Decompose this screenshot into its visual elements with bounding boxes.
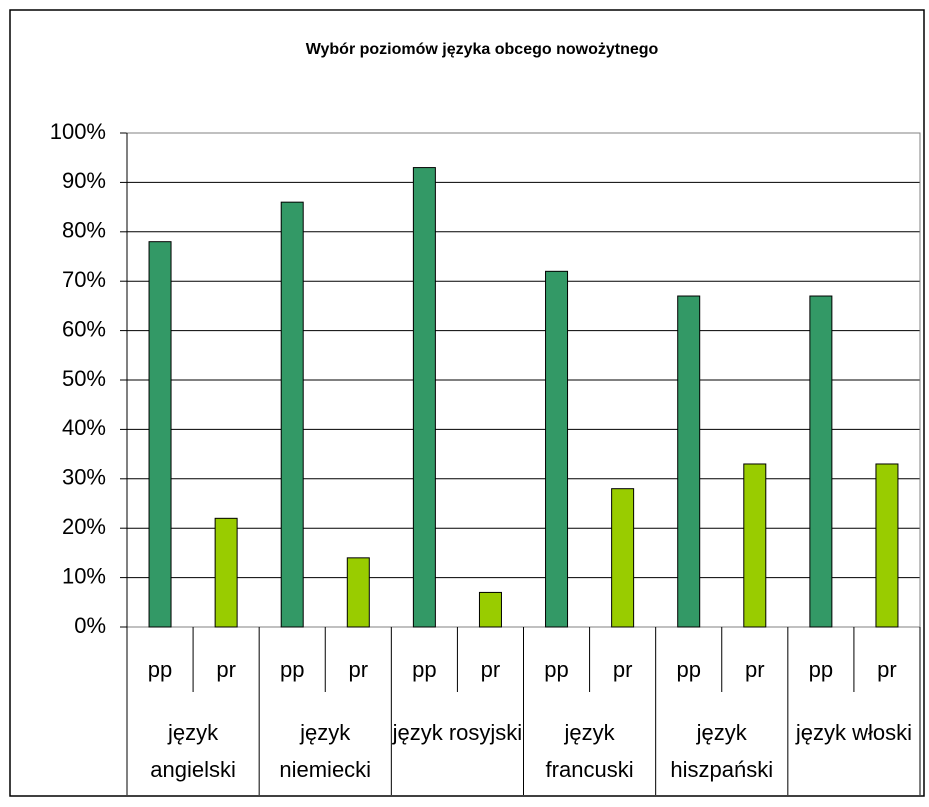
bar <box>412 167 436 628</box>
bar <box>611 488 635 628</box>
x-tick-label: pr <box>349 657 369 682</box>
bar <box>280 201 304 628</box>
x-tick-label: pp <box>412 657 436 682</box>
y-tick-label: 50% <box>62 366 106 391</box>
x-tick-label: pr <box>613 657 633 682</box>
y-tick-label: 70% <box>62 267 106 292</box>
bar <box>677 295 701 628</box>
chart-title: Wybór poziomów języka obcego nowożytnego <box>306 41 659 58</box>
x-tick-label: pp <box>544 657 568 682</box>
y-tick-label: 40% <box>62 415 106 440</box>
x-tick-label: pr <box>745 657 765 682</box>
bar <box>346 557 370 628</box>
x-tick-label: pp <box>676 657 700 682</box>
bar <box>743 463 767 628</box>
bar <box>148 241 172 628</box>
group-label: język hiszpański <box>670 720 774 782</box>
x-tick-label: pp <box>809 657 833 682</box>
x-tick-label: pr <box>877 657 897 682</box>
group-label: język angielski <box>150 720 236 782</box>
group-label: język francuski <box>545 720 634 782</box>
bar <box>214 517 238 628</box>
bar <box>478 591 502 628</box>
group-label: język rosyjski <box>392 720 523 745</box>
bar <box>875 463 899 628</box>
y-tick-label: 60% <box>62 316 106 341</box>
y-tick-label: 10% <box>62 563 106 588</box>
bar <box>809 295 833 628</box>
group-label: język niemiecki <box>279 720 372 782</box>
group-label: język włoski <box>795 720 912 745</box>
x-tick-label: pr <box>481 657 501 682</box>
y-tick-label: 0% <box>74 613 106 638</box>
x-tick-label: pp <box>280 657 304 682</box>
bar <box>545 270 569 628</box>
x-tick-label: pr <box>216 657 236 682</box>
y-tick-label: 90% <box>62 168 106 193</box>
y-tick-label: 80% <box>62 218 106 243</box>
x-tick-label: pp <box>148 657 172 682</box>
y-tick-label: 100% <box>50 119 106 144</box>
y-tick-label: 30% <box>62 465 106 490</box>
y-tick-label: 20% <box>62 514 106 539</box>
